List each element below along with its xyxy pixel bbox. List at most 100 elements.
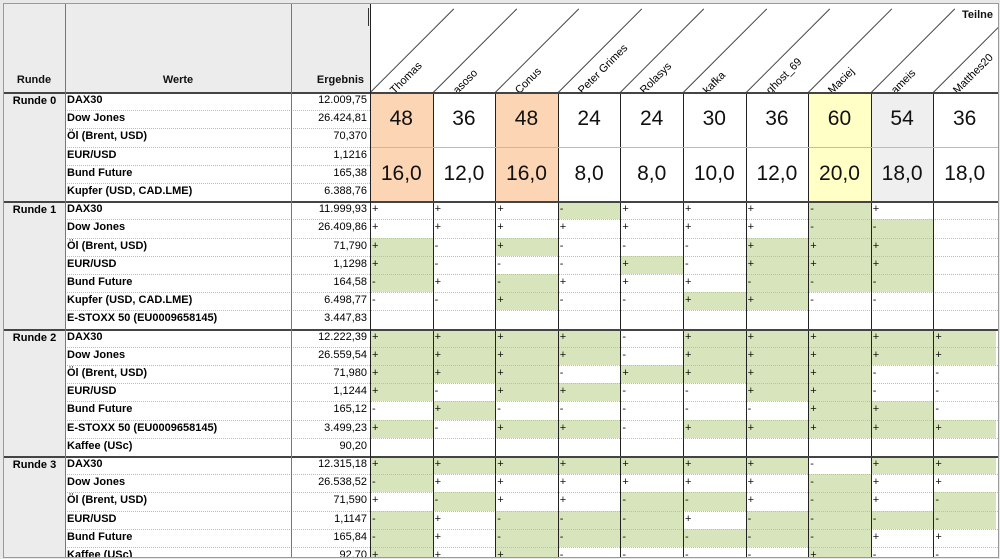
prediction-cell[interactable]: - bbox=[933, 547, 996, 557]
prediction-cell[interactable] bbox=[870, 437, 934, 456]
prediction-cell[interactable]: + bbox=[620, 219, 683, 238]
prediction-cell[interactable]: + bbox=[370, 365, 433, 384]
prediction-cell[interactable]: - bbox=[808, 474, 871, 493]
prediction-cell[interactable] bbox=[370, 310, 433, 329]
prediction-cell[interactable]: + bbox=[870, 346, 934, 365]
prediction-cell[interactable]: + bbox=[370, 419, 433, 438]
prediction-cell[interactable]: + bbox=[808, 419, 871, 438]
prediction-cell[interactable]: + bbox=[683, 346, 746, 365]
prediction-cell[interactable]: + bbox=[870, 201, 934, 220]
prediction-cell[interactable]: - bbox=[683, 528, 746, 547]
prediction-cell[interactable] bbox=[432, 310, 496, 329]
prediction-cell[interactable] bbox=[495, 310, 558, 329]
prediction-cell[interactable]: - bbox=[808, 492, 871, 511]
prediction-cell[interactable]: - bbox=[557, 365, 621, 384]
prediction-cell[interactable]: + bbox=[808, 547, 871, 557]
prediction-cell[interactable] bbox=[432, 437, 496, 456]
prediction-cell[interactable]: - bbox=[683, 237, 746, 256]
prediction-cell[interactable]: - bbox=[933, 492, 996, 511]
prediction-cell[interactable]: + bbox=[432, 528, 496, 547]
prediction-cell[interactable]: - bbox=[870, 365, 934, 384]
prediction-cell[interactable]: + bbox=[495, 383, 558, 402]
prediction-cell[interactable] bbox=[745, 437, 809, 456]
prediction-cell[interactable]: - bbox=[557, 292, 621, 311]
prediction-cell[interactable]: + bbox=[683, 219, 746, 238]
prediction-cell[interactable]: + bbox=[370, 346, 433, 365]
prediction-cell[interactable]: + bbox=[745, 419, 809, 438]
prediction-cell[interactable]: - bbox=[620, 547, 683, 557]
prediction-cell[interactable]: + bbox=[557, 456, 621, 475]
prediction-cell[interactable] bbox=[933, 437, 996, 456]
prediction-cell[interactable]: - bbox=[808, 274, 871, 293]
prediction-cell[interactable] bbox=[808, 310, 871, 329]
prediction-cell[interactable]: + bbox=[870, 255, 934, 274]
prediction-cell[interactable]: + bbox=[745, 456, 809, 475]
prediction-cell[interactable]: + bbox=[745, 255, 809, 274]
prediction-cell[interactable]: - bbox=[745, 401, 809, 420]
prediction-cell[interactable]: + bbox=[683, 292, 746, 311]
prediction-cell[interactable]: + bbox=[495, 328, 558, 347]
prediction-cell[interactable]: - bbox=[620, 492, 683, 511]
prediction-cell[interactable] bbox=[933, 201, 996, 220]
prediction-cell[interactable]: + bbox=[620, 365, 683, 384]
prediction-cell[interactable]: + bbox=[495, 419, 558, 438]
prediction-cell[interactable] bbox=[620, 310, 683, 329]
prediction-cell[interactable]: - bbox=[620, 419, 683, 438]
prediction-cell[interactable]: + bbox=[432, 346, 496, 365]
prediction-cell[interactable]: + bbox=[432, 365, 496, 384]
prediction-cell[interactable]: - bbox=[370, 474, 433, 493]
prediction-cell[interactable]: - bbox=[808, 528, 871, 547]
prediction-cell[interactable]: + bbox=[870, 474, 934, 493]
prediction-cell[interactable]: + bbox=[370, 328, 433, 347]
prediction-cell[interactable]: + bbox=[370, 383, 433, 402]
prediction-cell[interactable]: + bbox=[808, 255, 871, 274]
prediction-cell[interactable]: + bbox=[557, 383, 621, 402]
prediction-cell[interactable]: + bbox=[808, 328, 871, 347]
prediction-cell[interactable]: - bbox=[808, 456, 871, 475]
prediction-cell[interactable]: + bbox=[745, 219, 809, 238]
prediction-cell[interactable] bbox=[683, 437, 746, 456]
prediction-cell[interactable]: + bbox=[432, 510, 496, 529]
prediction-cell[interactable]: - bbox=[620, 401, 683, 420]
prediction-cell[interactable]: - bbox=[620, 510, 683, 529]
prediction-cell[interactable]: - bbox=[432, 237, 496, 256]
prediction-cell[interactable]: + bbox=[495, 474, 558, 493]
prediction-cell[interactable]: - bbox=[808, 201, 871, 220]
prediction-cell[interactable]: + bbox=[557, 274, 621, 293]
prediction-cell[interactable]: + bbox=[557, 346, 621, 365]
prediction-cell[interactable]: + bbox=[432, 456, 496, 475]
prediction-cell[interactable] bbox=[933, 310, 996, 329]
prediction-cell[interactable]: - bbox=[370, 528, 433, 547]
prediction-cell[interactable]: + bbox=[495, 492, 558, 511]
prediction-cell[interactable]: + bbox=[745, 346, 809, 365]
prediction-cell[interactable]: - bbox=[495, 255, 558, 274]
prediction-cell[interactable]: + bbox=[745, 383, 809, 402]
prediction-cell[interactable]: - bbox=[432, 419, 496, 438]
prediction-cell[interactable]: - bbox=[683, 492, 746, 511]
prediction-cell[interactable]: + bbox=[870, 456, 934, 475]
prediction-cell[interactable]: - bbox=[870, 547, 934, 557]
prediction-cell[interactable]: - bbox=[933, 383, 996, 402]
prediction-cell[interactable]: - bbox=[557, 401, 621, 420]
prediction-cell[interactable]: + bbox=[370, 456, 433, 475]
prediction-cell[interactable]: + bbox=[933, 456, 996, 475]
prediction-cell[interactable]: - bbox=[933, 401, 996, 420]
prediction-cell[interactable]: + bbox=[745, 292, 809, 311]
prediction-cell[interactable]: - bbox=[557, 510, 621, 529]
prediction-cell[interactable]: + bbox=[495, 365, 558, 384]
prediction-cell[interactable]: + bbox=[620, 255, 683, 274]
prediction-cell[interactable]: + bbox=[370, 201, 433, 220]
prediction-cell[interactable]: - bbox=[495, 274, 558, 293]
prediction-cell[interactable]: + bbox=[870, 401, 934, 420]
prediction-cell[interactable]: - bbox=[745, 510, 809, 529]
prediction-cell[interactable]: - bbox=[933, 510, 996, 529]
prediction-cell[interactable]: - bbox=[432, 492, 496, 511]
prediction-cell[interactable]: + bbox=[495, 237, 558, 256]
prediction-cell[interactable]: + bbox=[808, 346, 871, 365]
prediction-cell[interactable]: - bbox=[557, 528, 621, 547]
prediction-cell[interactable]: + bbox=[432, 219, 496, 238]
prediction-cell[interactable]: - bbox=[495, 401, 558, 420]
prediction-cell[interactable]: + bbox=[870, 492, 934, 511]
prediction-cell[interactable]: + bbox=[683, 474, 746, 493]
prediction-cell[interactable]: + bbox=[620, 274, 683, 293]
